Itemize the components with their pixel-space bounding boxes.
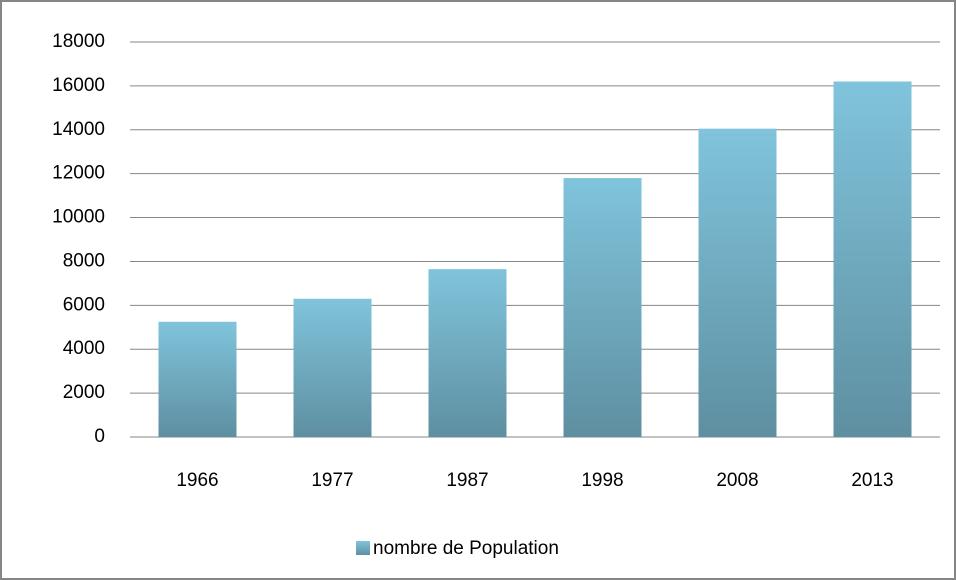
bar [833,81,912,437]
y-tick-label: 10000 [52,207,105,228]
y-tick-label: 14000 [52,119,105,140]
y-tick-label: 6000 [63,294,105,315]
bar [563,178,642,438]
x-tick-label: 1998 [581,470,623,491]
bar [158,321,237,437]
legend-swatch [356,541,370,555]
bar [293,298,372,437]
y-tick-label: 8000 [63,250,105,271]
y-tick-label: 12000 [52,163,105,184]
x-tick-label: 1977 [311,470,353,491]
y-tick-label: 0 [94,426,105,447]
y-tick-label: 4000 [63,338,105,359]
x-tick-label: 1987 [446,470,488,491]
y-tick-label: 2000 [63,382,105,403]
x-tick-label: 2013 [851,470,893,491]
y-tick-label: 16000 [52,75,105,96]
bar [698,128,777,438]
bar [428,269,507,437]
x-tick-label: 1966 [176,470,218,491]
legend-label: nombre de Population [373,538,559,559]
x-tick-label: 2008 [716,470,758,491]
y-tick-label: 18000 [52,31,105,52]
